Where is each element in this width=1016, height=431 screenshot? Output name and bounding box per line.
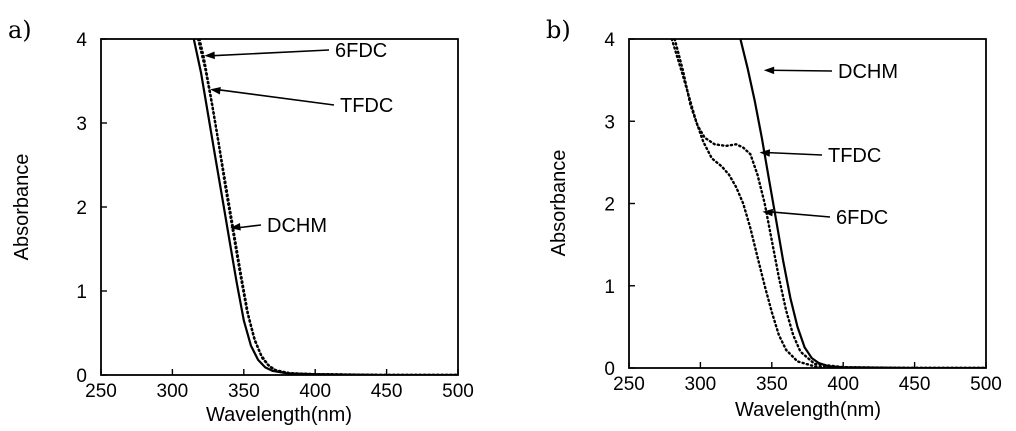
annotation-arrow-head [763, 66, 775, 75]
x-tick-label: 300 [157, 381, 189, 402]
x-tick-label: 350 [228, 381, 260, 402]
y-tick-label: 0 [604, 359, 615, 380]
annotation-arrow-head [210, 87, 221, 95]
panel-label: a) [8, 16, 32, 44]
annotation-arrow-line [215, 88, 335, 106]
y-tick-label: 3 [76, 114, 87, 135]
series-line-6fdc [198, 39, 458, 375]
series-line-tfdc [196, 39, 458, 375]
y-tick-label: 4 [604, 30, 615, 51]
x-tick-label: 450 [371, 381, 403, 402]
annotation-arrow-head [204, 51, 215, 60]
annotation-arrow-line [765, 151, 823, 156]
plot-area [192, 39, 458, 375]
annotation-arrow-line [768, 210, 831, 218]
chart-panel-a: a) 250 300 350 400 450 500 0 1 2 3 4 Wavelength(nm) A… [8, 16, 474, 426]
series-line-tfdc [673, 39, 986, 368]
annotation-label-6fdc: 6FDC [335, 40, 387, 62]
plot-area [670, 39, 986, 368]
x-axis-title: Wavelength(nm) [735, 399, 881, 421]
y-tick-label: 4 [76, 30, 87, 51]
x-tick-label: 400 [827, 374, 859, 395]
annotation-arrow-head [762, 208, 773, 217]
x-tick-label: 450 [899, 374, 931, 395]
panel-label: b) [546, 16, 571, 44]
annotation-label-tfdc: TFDC [828, 145, 881, 167]
x-tick-label: 250 [613, 374, 645, 395]
annotation-label-dchm: DCHM [267, 215, 327, 237]
y-tick-label: 2 [76, 198, 87, 219]
annotation-arrow-head [759, 149, 771, 157]
x-axis-title: Wavelength(nm) [206, 404, 352, 426]
chart-panel-b: b) 250 300 350 400 450 500 0 1 2 3 4 Wavelength(nm) A… [546, 16, 1002, 421]
annotation-arrow-line [769, 69, 833, 72]
y-tick-label: 1 [604, 277, 615, 298]
x-tick-label: 250 [85, 381, 117, 402]
annotation-arrow-line [210, 49, 330, 57]
annotation-label-6fdc: 6FDC [836, 207, 888, 229]
series-line-dchm [192, 39, 458, 375]
annotation-arrow-head [230, 223, 241, 231]
x-tick-label: 400 [299, 381, 331, 402]
y-tick-label: 2 [604, 195, 615, 216]
y-axis-title: Absorbance [548, 150, 570, 257]
y-tick-label: 1 [76, 282, 87, 303]
series-line-dchm [739, 39, 986, 368]
annotation-label-tfdc: TFDC [340, 95, 393, 117]
x-tick-label: 500 [442, 381, 474, 402]
y-axis-title: Absorbance [11, 154, 33, 261]
plot-frame [628, 38, 987, 369]
y-tick-label: 0 [76, 366, 87, 387]
x-tick-label: 350 [756, 374, 788, 395]
annotation-label-dchm: DCHM [838, 61, 898, 83]
plot-frame [100, 38, 459, 376]
y-tick-label: 3 [604, 112, 615, 133]
x-tick-label: 300 [685, 374, 717, 395]
x-tick-label: 500 [970, 374, 1002, 395]
series-line-6fdc [670, 39, 986, 368]
